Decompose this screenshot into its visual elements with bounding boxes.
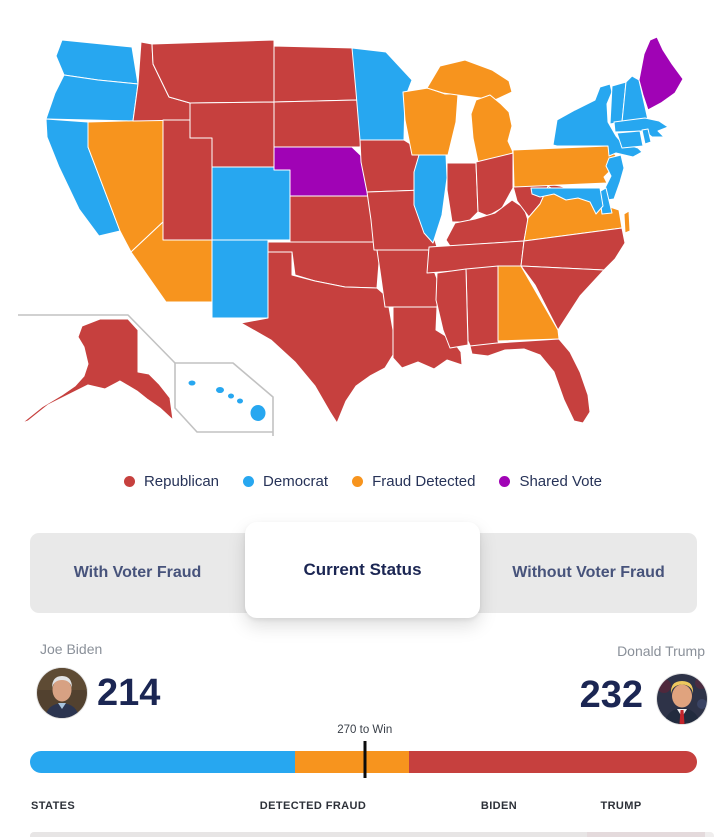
state-AL[interactable] xyxy=(465,265,501,351)
state-VA-shore[interactable] xyxy=(623,210,631,234)
state-WI[interactable] xyxy=(402,87,459,156)
legend-item-democrat: Democrat xyxy=(243,473,328,490)
state-SD[interactable] xyxy=(273,99,363,148)
strip-light-segment xyxy=(705,832,714,837)
state-NY[interactable] xyxy=(552,83,643,158)
state-ME[interactable] xyxy=(638,36,684,111)
state-PA[interactable] xyxy=(512,145,618,188)
state-CO[interactable] xyxy=(211,166,291,241)
democrat-dot-icon xyxy=(243,475,255,487)
legend-item-shared-vote: Shared Vote xyxy=(499,473,602,490)
state-MT[interactable] xyxy=(151,39,275,104)
state-ND[interactable] xyxy=(273,45,358,103)
legend-label: Democrat xyxy=(263,472,329,490)
biden-avatar xyxy=(37,668,87,718)
electoral-race-bar xyxy=(30,751,697,773)
tab-current-status[interactable]: Current Status xyxy=(245,522,480,618)
column-header-detected-fraud: DETECTED FRAUD xyxy=(259,800,367,812)
state-MI[interactable] xyxy=(470,94,514,163)
trump-electoral-votes: 232 xyxy=(579,674,643,716)
state-LA[interactable] xyxy=(392,306,463,370)
state-HI[interactable] xyxy=(187,379,267,422)
fraud-dot-icon xyxy=(352,475,364,487)
column-header-states: STATES xyxy=(31,800,76,812)
states-layer xyxy=(21,36,684,424)
state-UT[interactable] xyxy=(162,119,213,241)
us-map-svg xyxy=(18,36,684,436)
tab-with-voter-fraud[interactable]: With Voter Fraud xyxy=(73,564,202,581)
state-FL[interactable] xyxy=(469,338,591,424)
biden-electoral-votes: 214 xyxy=(97,672,161,714)
legend-label: Shared Vote xyxy=(519,472,603,490)
us-election-map xyxy=(18,36,684,436)
state-AK[interactable] xyxy=(21,318,174,424)
trump-name-label: Donald Trump xyxy=(617,643,705,659)
legend-label: Republican xyxy=(143,472,220,490)
bar-segment-trump xyxy=(409,751,697,773)
state-MS[interactable] xyxy=(435,268,469,349)
map-legend: Republican Democrat Fraud Detected Share… xyxy=(0,469,726,493)
threshold-label: 270 to Win xyxy=(337,724,393,736)
state-KS[interactable] xyxy=(289,195,379,243)
bar-segment-biden xyxy=(30,751,296,773)
state-MD[interactable] xyxy=(530,187,604,215)
state-RI[interactable] xyxy=(641,128,652,145)
state-MI-upper[interactable] xyxy=(426,59,513,101)
republican-dot-icon xyxy=(123,475,135,487)
state-NM[interactable] xyxy=(211,239,269,319)
next-section-edge xyxy=(30,832,714,837)
legend-item-republican: Republican xyxy=(123,472,220,490)
column-header-trump: TRUMP xyxy=(600,800,642,812)
state-CT[interactable] xyxy=(616,130,644,149)
trump-avatar xyxy=(657,674,707,724)
strip-gray-segment xyxy=(30,832,587,837)
threshold-tick xyxy=(363,741,367,778)
shared-vote-dot-icon xyxy=(499,475,511,487)
state-NJ[interactable] xyxy=(604,154,625,201)
state-SC[interactable] xyxy=(520,265,605,331)
state-TX[interactable] xyxy=(240,251,394,424)
column-header-biden: BIDEN xyxy=(480,800,518,812)
state-IN[interactable] xyxy=(446,162,479,223)
inset-borders xyxy=(18,314,274,436)
strip-pink-segment xyxy=(587,832,705,837)
legend-item-fraud-detected: Fraud Detected xyxy=(352,473,475,490)
biden-name-label: Joe Biden xyxy=(40,641,103,657)
bar-segment-detected-fraud xyxy=(295,751,410,773)
state-IL[interactable] xyxy=(413,154,448,244)
tab-without-voter-fraud[interactable]: Without Voter Fraud xyxy=(512,564,665,581)
legend-label: Fraud Detected xyxy=(372,472,476,490)
